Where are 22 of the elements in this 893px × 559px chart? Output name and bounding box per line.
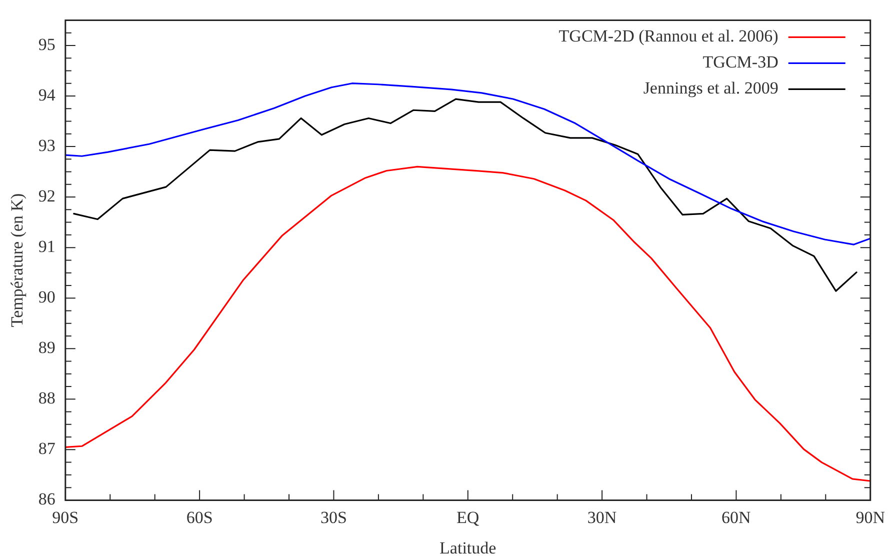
y-tick-label: 90 — [38, 288, 56, 307]
x-tick-label: 60S — [186, 508, 213, 527]
y-tick-label: 93 — [38, 136, 56, 155]
y-tick-label: 87 — [38, 439, 56, 458]
y-tick-label: 91 — [38, 237, 56, 256]
legend-label: Jennings et al. 2009 — [643, 78, 778, 98]
legend-label: TGCM-3D — [702, 52, 778, 72]
y-tick-label: 92 — [38, 186, 56, 206]
legend-label: TGCM-2D (Rannou et al. 2006) — [558, 26, 778, 46]
y-tick-label: 86 — [38, 490, 56, 509]
x-tick-label: EQ — [456, 508, 480, 527]
x-tick-label: 90S — [52, 508, 79, 527]
x-tick-label: 90N — [856, 508, 885, 527]
y-tick-label: 89 — [38, 338, 56, 358]
y-tick-label: 94 — [38, 85, 56, 104]
y-tick-label: 95 — [38, 34, 56, 54]
x-tick-label: 60N — [722, 508, 751, 527]
y-axis-title: Température (en K) — [8, 193, 27, 328]
x-axis-title: Latitude — [440, 538, 496, 558]
x-tick-label: 30S — [320, 508, 347, 527]
y-tick-label: 88 — [38, 388, 56, 408]
x-tick-label: 30N — [587, 508, 617, 527]
